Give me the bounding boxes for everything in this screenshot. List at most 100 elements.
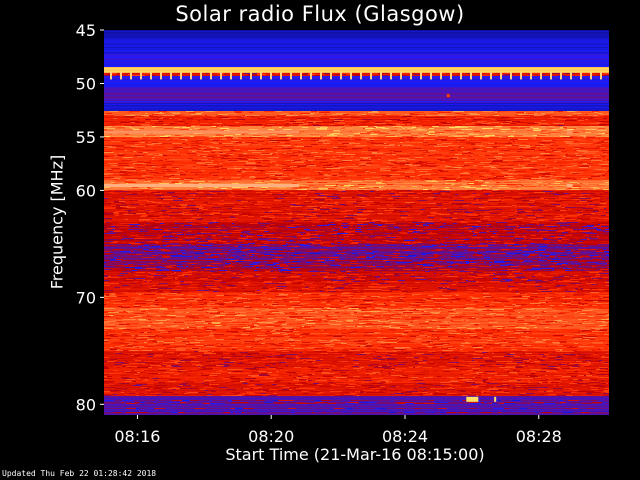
spectrum-texture [223, 111, 234, 112]
spectrum-texture [427, 129, 429, 130]
spectrum-texture [490, 237, 497, 238]
spectrum-texture [424, 136, 427, 137]
spectrum-texture [199, 208, 203, 209]
spectrum-texture [198, 187, 203, 188]
spectrum-texture [318, 234, 322, 235]
spectrum-texture [253, 135, 261, 136]
spectrum-texture [253, 165, 261, 166]
spectrum-texture [270, 162, 272, 163]
spectrum-texture [577, 156, 586, 157]
spectrum-texture [125, 172, 130, 173]
spectrum-texture [341, 213, 350, 214]
spectrum-texture [530, 150, 534, 151]
spectrum-row [104, 128, 609, 129]
spectrum-texture [303, 123, 309, 124]
spectrum-texture [363, 137, 370, 138]
spectrum-texture [601, 166, 609, 167]
spectrum-texture [577, 241, 583, 242]
spectrum-texture [355, 199, 357, 200]
spectrum-texture [275, 212, 286, 213]
spectrum-texture [296, 118, 306, 119]
spectrum-texture [521, 215, 526, 216]
spectrum-texture [172, 113, 180, 114]
spectrum-texture [226, 173, 231, 174]
spectrum-texture [585, 222, 591, 223]
spectrum-texture [335, 160, 342, 161]
spectrum-row [104, 103, 609, 104]
spectrum-texture [145, 122, 150, 123]
spectrum-row [104, 93, 609, 94]
spectrum-texture [237, 174, 241, 175]
spectrum-texture [289, 192, 294, 193]
spectrum-texture [297, 156, 307, 157]
spectrum-texture [386, 123, 390, 124]
spectrum-texture [107, 228, 115, 229]
spectrum-texture [324, 154, 327, 155]
spectrum-texture [565, 177, 570, 178]
spectrum-texture [293, 187, 299, 188]
spectrum-texture [145, 238, 152, 239]
spectrum-texture [328, 224, 336, 225]
spectrum-texture [556, 231, 565, 232]
spectrum-texture [384, 147, 387, 148]
spectrum-texture [305, 240, 315, 241]
spectrum-texture [567, 139, 569, 140]
spectrum-texture [353, 225, 357, 226]
spectrum-texture [218, 114, 228, 115]
spectrum-texture [135, 144, 140, 145]
spectrum-texture [534, 115, 540, 116]
spectrum-texture [217, 142, 226, 143]
spectrum-texture [389, 204, 399, 205]
spectrum-texture [144, 191, 152, 192]
spectrum-texture [521, 142, 529, 143]
spectrum-texture [490, 218, 501, 219]
spectrum-texture [302, 127, 308, 128]
spectrum-texture [550, 205, 559, 206]
spectrum-texture [274, 211, 282, 212]
spectrum-texture [571, 178, 576, 179]
spectrum-texture [279, 127, 282, 128]
spectrum-texture [245, 119, 250, 120]
spectrum-texture [579, 158, 590, 159]
spectrum-texture [251, 233, 262, 234]
spectrum-texture [257, 146, 268, 147]
spectrum-texture [266, 122, 268, 123]
spectrum-texture [250, 198, 255, 199]
spectrum-texture [218, 191, 225, 192]
spectrum-texture [517, 209, 523, 210]
spectrum-texture [495, 205, 505, 206]
spectrum-texture [158, 203, 169, 204]
spectrum-texture [507, 138, 512, 139]
spectrum-texture [595, 210, 599, 211]
spectrum-texture [519, 175, 530, 176]
spectrum-texture [277, 134, 287, 135]
spectrum-texture [531, 231, 537, 232]
spectrum-texture [541, 154, 544, 155]
spectrum-texture [282, 127, 284, 128]
spectrum-texture [314, 119, 316, 120]
spectrum-texture [428, 126, 432, 127]
spectrum-texture [222, 138, 227, 139]
spectrum-texture [455, 154, 462, 155]
spectrum-texture [261, 181, 264, 182]
spectrum-texture [462, 184, 467, 185]
spectrum-texture [500, 157, 509, 158]
spectrum-row [104, 216, 609, 217]
spectrum-texture [318, 216, 321, 217]
spectrum-texture [265, 125, 275, 126]
spectrum-texture [351, 214, 354, 215]
spectrum-texture [468, 236, 472, 237]
spectrum-texture [485, 239, 492, 240]
spectrum-texture [331, 215, 340, 216]
spectrum-texture [310, 235, 314, 236]
spectrum-texture [370, 188, 377, 189]
spectrum-texture [486, 238, 495, 239]
spectrum-texture [269, 217, 275, 218]
spectrum-texture [542, 240, 551, 241]
spectrum-texture [247, 153, 257, 154]
spectrum-texture [478, 182, 485, 183]
spectrum-texture [393, 239, 403, 240]
spectrum-texture [512, 182, 521, 183]
spectrum-texture [178, 225, 181, 226]
spectrum-texture [145, 142, 148, 143]
